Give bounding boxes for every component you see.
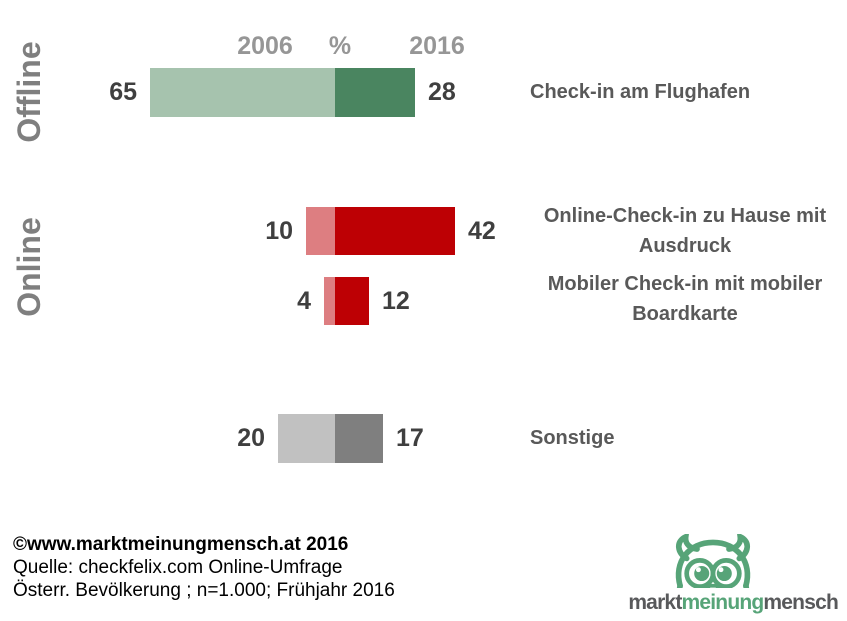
- source-block: ©www.marktmeinungmensch.at 2016 Quelle: …: [13, 533, 395, 602]
- group-label-offline: Offline: [11, 41, 47, 143]
- value-2006: 20: [237, 424, 265, 452]
- bar-2016: [335, 277, 369, 325]
- brand-word: meinung: [681, 591, 765, 614]
- category-label-line: Mobiler Check-in mit mobiler: [547, 273, 823, 295]
- value-2006: 4: [297, 287, 311, 315]
- group-label-online: Online: [11, 217, 47, 317]
- brand-wordmark: marktmeinungmensch: [606, 588, 840, 615]
- bar-2006: [324, 277, 335, 325]
- brand-word: markt: [628, 591, 682, 614]
- header-unit-percent: %: [328, 32, 352, 60]
- category-label: Sonstige: [520, 423, 847, 453]
- header-year-2006: 2006: [237, 32, 293, 60]
- category-label-line: Check-in am Flughafen: [530, 81, 751, 103]
- value-2006: 65: [109, 78, 137, 106]
- source-line: Quelle: checkfelix.com Online-Umfrage: [13, 557, 343, 578]
- bar-2006: [150, 68, 335, 117]
- category-label-line: Online-Check-in zu Hause mit: [543, 205, 827, 227]
- value-2016: 17: [396, 424, 424, 452]
- sample-line: Österr. Bevölkerung ; n=1.000; Frühjahr …: [13, 580, 395, 601]
- header-year-2016: 2016: [409, 32, 465, 60]
- category-label: Check-in am Flughafen: [520, 77, 847, 107]
- category-label-line: Boardkarte: [632, 303, 738, 325]
- copyright-line: ©www.marktmeinungmensch.at 2016: [13, 534, 349, 555]
- category-label-line: Sonstige: [530, 427, 615, 449]
- bar-2006: [306, 207, 335, 255]
- bar-2016: [335, 68, 415, 117]
- brand-logo: marktmeinungmensch: [606, 534, 840, 618]
- bar-2006: [278, 414, 335, 463]
- value-2016: 42: [468, 217, 496, 245]
- value-2006: 10: [265, 217, 293, 245]
- bar-2016: [335, 414, 383, 463]
- category-label: Mobiler Check-in mit mobiler Boardkarte: [520, 269, 847, 329]
- category-label-line: Ausdruck: [638, 235, 732, 257]
- value-2016: 12: [382, 287, 410, 315]
- value-2016: 28: [428, 78, 456, 106]
- category-label: Online-Check-in zu Hause mit Ausdruck: [520, 201, 847, 261]
- brand-word: mensch: [763, 591, 838, 614]
- bar-2016: [335, 207, 455, 255]
